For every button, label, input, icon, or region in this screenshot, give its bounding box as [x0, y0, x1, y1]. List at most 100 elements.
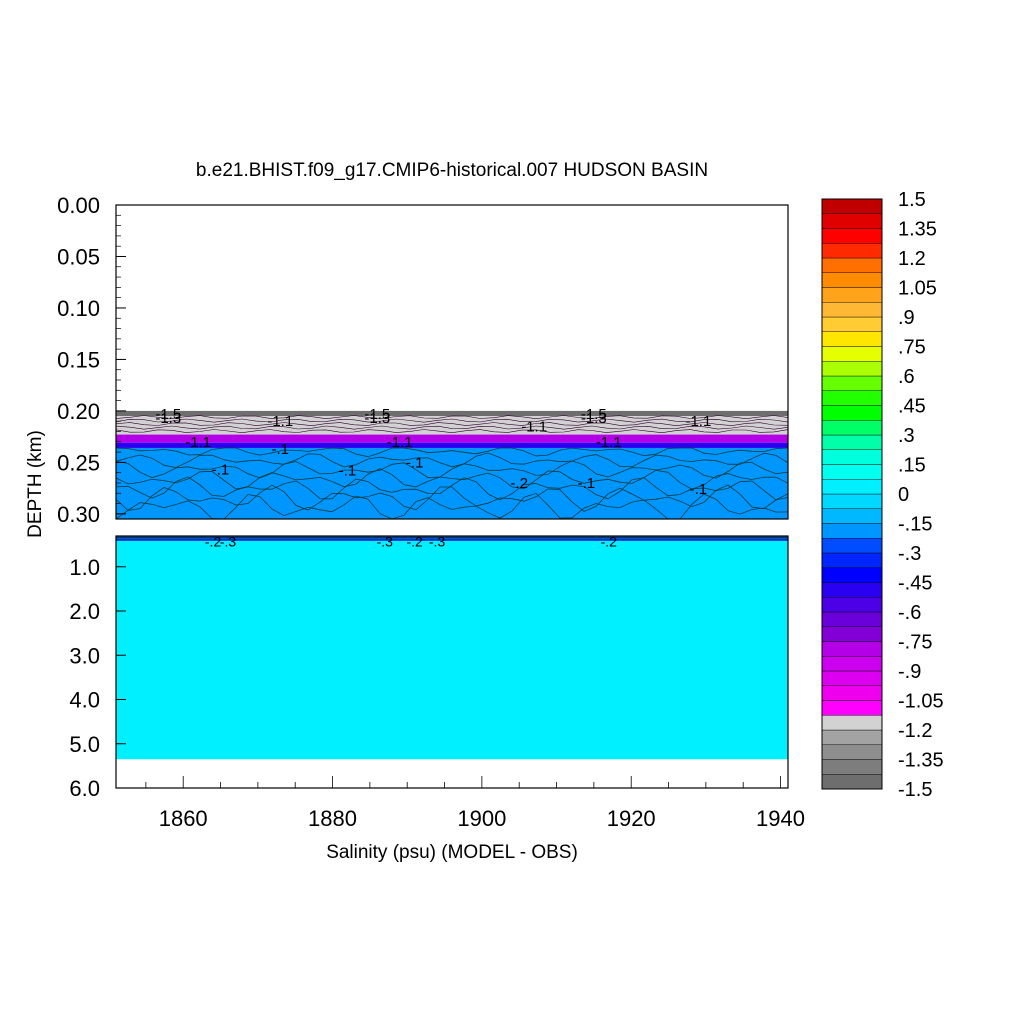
x-axis-label: Salinity (psu) (MODEL - OBS) [326, 842, 578, 863]
contour-label: -.3 [220, 533, 237, 549]
colorbar-bin [821, 272, 883, 288]
colorbar-label: 1.35 [898, 219, 937, 241]
colorbar-bin [821, 641, 883, 657]
colorbar-bin [821, 449, 883, 465]
upper-layer-4 [116, 447, 788, 519]
colorbar-label: .9 [898, 307, 915, 329]
colorbar-bin [821, 198, 883, 214]
y-axis-label: DEPTH (km) [25, 430, 46, 538]
contour-label: -1.3 [581, 410, 607, 427]
colorbar-bin [821, 228, 883, 244]
upper-layer-3 [116, 442, 788, 448]
colorbar-bin [821, 243, 883, 259]
chart-title: b.e21.BHIST.f09_g17.CMIP6-historical.007… [196, 160, 708, 181]
contour-label: -1.3 [364, 410, 390, 427]
contour-line [115, 447, 789, 458]
colorbar-label: .6 [898, 366, 915, 388]
x-tick-label: 1920 [607, 806, 656, 831]
contour-label: -1.1 [387, 434, 413, 451]
contour-label: -.2 [205, 533, 222, 549]
contour-label: -.1 [578, 475, 596, 492]
x-axis: 1860 1880 1900 1920 1940 [145, 776, 805, 831]
colorbar-bin [821, 715, 883, 731]
colorbar-bin [821, 420, 883, 436]
contour-label: -.3 [377, 533, 394, 549]
colorbar-bin [821, 213, 883, 229]
colorbar-bin [821, 744, 883, 760]
colorbar-label: -.45 [898, 573, 932, 595]
y-tick-label: 3.0 [69, 643, 100, 668]
contour-line [115, 425, 789, 430]
contour-label: -1.1 [521, 418, 547, 435]
lower-panel-frame [115, 535, 789, 789]
colorbar-label: -.3 [898, 543, 921, 565]
y-tick-label: 0.25 [57, 450, 100, 475]
colorbar-bin [821, 582, 883, 598]
contour-label: -.2 [601, 533, 618, 549]
colorbar-label: 1.05 [898, 278, 937, 300]
contour-label: -1.5 [581, 406, 607, 423]
y-tick-label: 0.00 [57, 193, 100, 218]
colorbar-label: 0 [898, 484, 909, 506]
colorbar-bin [821, 287, 883, 303]
contour-label: -.1 [339, 463, 357, 480]
colorbar-bin [821, 656, 883, 672]
contour-line [115, 460, 789, 479]
colorbar-bin [821, 774, 883, 790]
contour-label: -.1 [272, 441, 290, 458]
lower-y-axis: 1.0 2.0 3.0 4.0 5.0 6.0 [69, 555, 126, 801]
colorbar-bin [821, 434, 883, 450]
lower-panel: -.2-.3 -.3 -.2 -.3 -.2 [116, 533, 788, 760]
contour-line [115, 468, 789, 490]
colorbar-bin [821, 685, 883, 701]
colorbar-bin [821, 759, 883, 775]
y-tick-label: 0.15 [57, 347, 100, 372]
colorbar-frame [821, 198, 883, 790]
contour-line [115, 484, 789, 512]
colorbar-bin [821, 626, 883, 642]
colorbar-label: -1.2 [898, 720, 932, 742]
colorbar-bin [821, 346, 883, 362]
contour-label: -1.5 [155, 406, 181, 423]
contour-label: -.1 [212, 462, 230, 479]
colorbar-bin [821, 567, 883, 583]
x-tick-label: 1880 [308, 806, 357, 831]
y-tick-label: 1.0 [69, 555, 100, 580]
colorbar-bin [821, 479, 883, 495]
x-tick-label: 1860 [159, 806, 208, 831]
contour-line [115, 429, 789, 434]
y-tick-label: 5.0 [69, 732, 100, 757]
contour-label: -.2 [510, 475, 528, 492]
y-tick-label: 6.0 [69, 776, 100, 801]
colorbar-label: -.6 [898, 602, 921, 624]
colorbar-label: -1.05 [898, 691, 944, 713]
colorbar-bin [821, 361, 883, 377]
colorbar-label: .3 [898, 425, 915, 447]
colorbar-bin [821, 390, 883, 406]
colorbar-label: -.9 [898, 661, 921, 683]
colorbar-label: .15 [898, 455, 926, 477]
contour-line [115, 452, 789, 468]
colorbar-bin [821, 538, 883, 554]
colorbar-label: 1.5 [898, 189, 926, 211]
colorbar-bin [821, 316, 883, 332]
colorbar-bin [821, 464, 883, 480]
x-tick-label: 1940 [756, 806, 805, 831]
colorbar-label: -1.35 [898, 750, 944, 772]
colorbar-bin [821, 523, 883, 539]
contour-label: -1.5 [364, 406, 390, 423]
contour-label: -1.1 [685, 413, 711, 430]
upper-panel: -1.5-1.3 -1.1-1.1 -.1-.1-1.5-1.3-1.1-.1 -.1… [115, 406, 789, 520]
colorbar-bin [821, 405, 883, 421]
contour-line [115, 418, 789, 423]
colorbar-bin [821, 670, 883, 686]
x-tick-label: 1900 [457, 806, 506, 831]
contour-label: -1.3 [155, 410, 181, 427]
contour-label: -1.1 [596, 434, 622, 451]
lower-layer-1 [116, 541, 788, 760]
contour-line [115, 422, 789, 427]
contour-label: -1.1 [267, 413, 293, 430]
colorbar: 1.5 1.35 1.2 1.05 .9 .75 .6 .45 .3 .15 0 -.15 -.3 -.4… [821, 189, 944, 801]
colorbar-bin [821, 552, 883, 568]
colorbar-bin [821, 729, 883, 745]
